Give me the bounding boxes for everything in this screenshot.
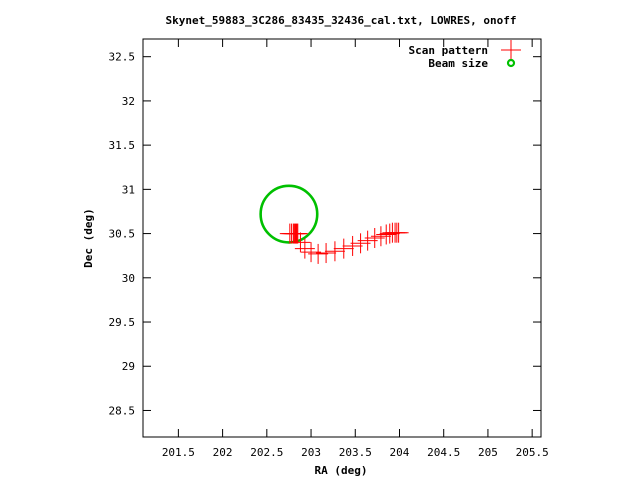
y-tick-label: 30 xyxy=(122,272,135,285)
plot-area xyxy=(259,184,409,264)
y-tick-label: 29.5 xyxy=(109,316,136,329)
legend-marker-beam-size xyxy=(506,58,516,68)
x-tick-label: 205 xyxy=(478,446,498,459)
scan-point xyxy=(388,222,409,243)
x-tick-label: 202 xyxy=(213,446,233,459)
legend-label-scan-pattern: Scan pattern xyxy=(409,44,488,57)
scan-point xyxy=(342,235,363,256)
y-tick-label: 28.5 xyxy=(109,404,136,417)
x-tick-label: 203.5 xyxy=(339,446,372,459)
legend-marker-scan-pattern xyxy=(501,40,521,60)
scan-pattern-points xyxy=(279,222,409,264)
chart-title: Skynet_59883_3C286_83435_32436_cal.txt, … xyxy=(166,14,517,27)
x-tick-label: 202.5 xyxy=(250,446,283,459)
y-tick-label: 31 xyxy=(122,183,135,196)
scan-point xyxy=(316,243,337,264)
plot-frame xyxy=(142,38,542,438)
y-axis-label: Dec (deg) xyxy=(82,208,95,268)
scan-point xyxy=(287,223,308,244)
y-tick-label: 30.5 xyxy=(109,228,136,241)
y-tick-label: 29 xyxy=(122,360,135,373)
legend: Scan pattern Beam size xyxy=(409,40,521,70)
x-tick-label: 201.5 xyxy=(162,446,195,459)
x-axis-label: RA (deg) xyxy=(315,464,368,477)
x-tick-label: 203 xyxy=(301,446,321,459)
x-tick-label: 204 xyxy=(390,446,410,459)
x-tick-label: 205.5 xyxy=(516,446,549,459)
y-tick-label: 32 xyxy=(122,95,135,108)
y-tick-label: 31.5 xyxy=(109,139,136,152)
legend-label-beam-size: Beam size xyxy=(428,57,488,70)
beam-size-circle xyxy=(259,184,319,244)
scan-point xyxy=(308,243,329,264)
scan-point xyxy=(324,241,345,262)
x-tick-label: 204.5 xyxy=(427,446,460,459)
scan-point xyxy=(333,238,354,259)
y-tick-label: 32.5 xyxy=(109,51,136,64)
axis-ticks xyxy=(143,39,541,437)
axis-tick-labels: 201.5 202 202.5 203 203.5 204 204.5 205 205.5 28.… xyxy=(109,51,549,459)
scan-point xyxy=(370,226,391,247)
